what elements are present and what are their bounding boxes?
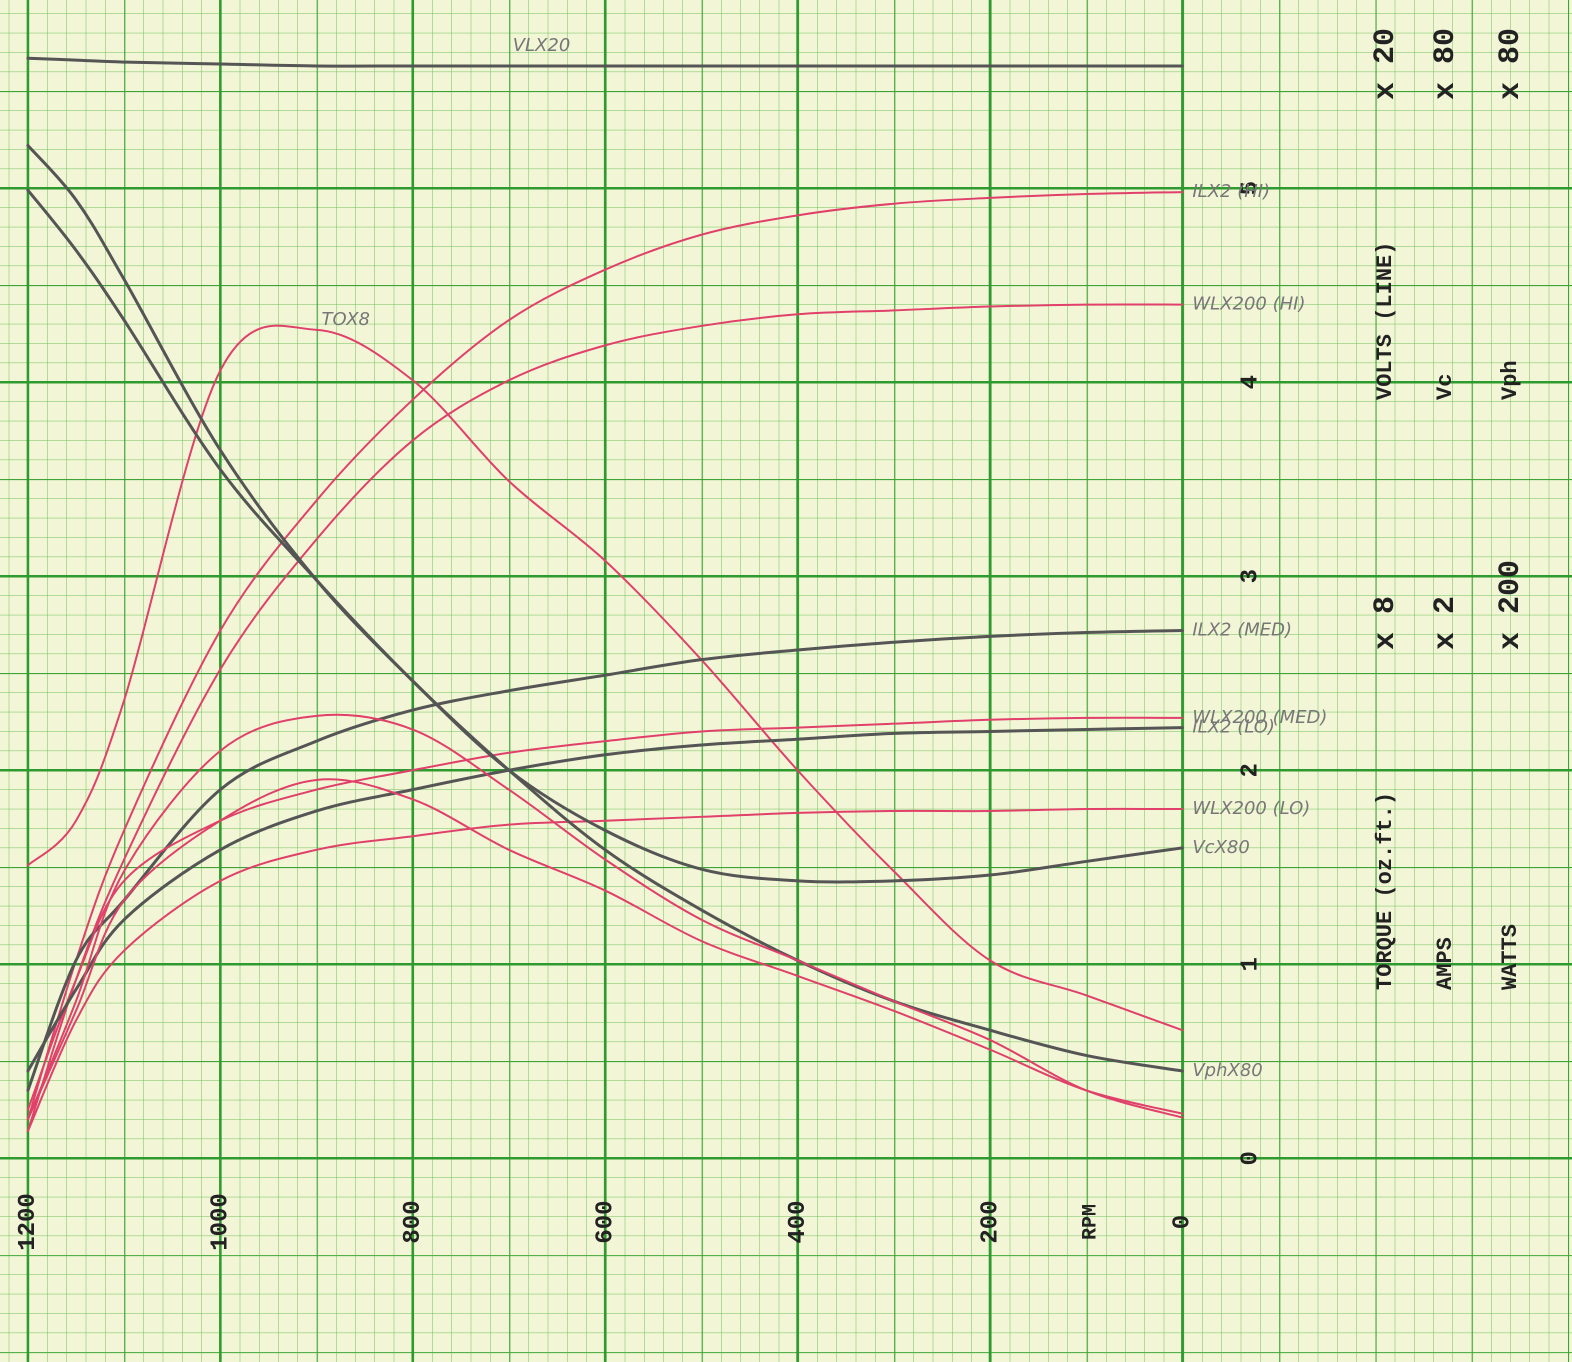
curve xyxy=(26,324,1184,1032)
curve-label: VLX20 xyxy=(513,35,571,56)
scale-factor: x 20 xyxy=(1369,28,1403,100)
x-tick-label: 1200 xyxy=(15,1193,42,1251)
scale-factor: x 80 xyxy=(1494,28,1528,100)
curve xyxy=(26,303,1184,1133)
x-axis-title: RPM xyxy=(1079,1204,1102,1240)
curve xyxy=(26,191,1184,1121)
curve-label: WLX200 (LO) xyxy=(1192,798,1310,819)
curve-label: TOX8 xyxy=(322,309,370,330)
scale-quantity: Vc xyxy=(1433,374,1458,400)
scale-factor: x 200 xyxy=(1494,560,1528,650)
scale-quantity: VOLTS (LINE) xyxy=(1373,242,1398,400)
curve xyxy=(26,726,1184,1073)
x-tick-label: 1000 xyxy=(208,1193,235,1251)
y-tick-label: 2 xyxy=(1237,763,1264,777)
scale-factor: x 8 xyxy=(1369,596,1403,650)
curve-label: ILX2 (HI) xyxy=(1192,181,1270,202)
y-tick-label: 4 xyxy=(1237,375,1264,389)
curve xyxy=(26,778,1184,1121)
scale-quantity: Vph xyxy=(1498,360,1523,400)
curve xyxy=(26,716,1184,1111)
curve xyxy=(26,807,1184,1133)
curve xyxy=(26,713,1184,1121)
scale-quantity: WATTS xyxy=(1498,924,1523,990)
x-tick-label: 400 xyxy=(785,1200,812,1243)
y-tick-label: 3 xyxy=(1237,569,1264,583)
curve-label: VphX80 xyxy=(1192,1060,1262,1081)
curve xyxy=(26,188,1184,1073)
y-tick-label: 5 xyxy=(1237,181,1264,195)
curve-label: VcX80 xyxy=(1192,837,1249,858)
curve-label: WLX200 (HI) xyxy=(1192,294,1305,315)
y-tick-label: 1 xyxy=(1237,957,1264,971)
curve xyxy=(26,56,1184,68)
x-tick-label: 600 xyxy=(592,1200,619,1243)
scale-factor: x 2 xyxy=(1429,596,1463,650)
scale-quantity: TORQUE (oz.ft.) xyxy=(1373,792,1398,990)
curve-label: ILX2 (LO) xyxy=(1192,717,1275,738)
y-tick-label: 0 xyxy=(1237,1151,1264,1165)
curve-label: WLX200 (MED) xyxy=(1192,707,1327,728)
curve-label: ILX2 (MED) xyxy=(1192,620,1292,641)
x-tick-label: 800 xyxy=(400,1200,427,1243)
scale-factor: x 80 xyxy=(1429,28,1463,100)
scale-quantity: AMPS xyxy=(1433,937,1458,990)
x-tick-label: 200 xyxy=(977,1200,1004,1243)
x-tick-label: 0 xyxy=(1170,1215,1197,1229)
